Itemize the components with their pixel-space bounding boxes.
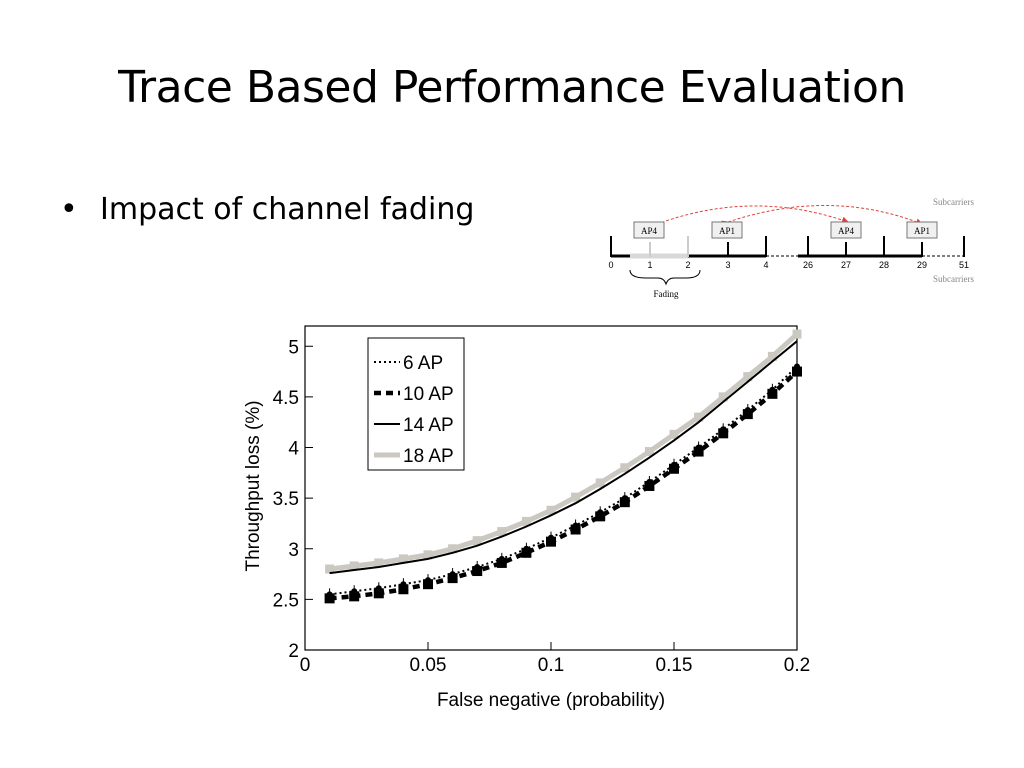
data-point-10-ap: [472, 566, 483, 577]
data-point-18-ap: [767, 351, 777, 361]
band-tick-label: 2: [685, 260, 690, 270]
y-tick-label: 4.5: [273, 388, 299, 409]
fading-brace: [629, 269, 701, 286]
data-point-10-ap: [595, 511, 606, 522]
band-tick-label: 51: [959, 260, 969, 270]
y-tick-label: 3: [288, 540, 299, 561]
legend: 6 AP 10 AP 14 AP 18 AP: [367, 337, 465, 471]
x-tick-label: 0.15: [656, 655, 693, 676]
data-point-18-ap: [398, 554, 408, 564]
data-point-18-ap: [718, 392, 728, 402]
ap-box: [830, 221, 862, 239]
data-point-18-ap: [497, 527, 507, 537]
subcarrier-diagram: Subcarriers AP4 AP1 AP4 AP1 0 1 2 3 4 26…: [608, 197, 974, 299]
throughput-loss-chart: 2 2.5 3 3.5 4 4.5 5 0 0.05 0.1 0.15 0.2 Throughput …: [243, 325, 810, 711]
fading-label: Fading: [653, 289, 679, 299]
data-point-18-ap: [448, 544, 458, 554]
band-tick-label: 1: [647, 260, 652, 270]
data-point-18-ap: [423, 550, 433, 560]
x-tick-label: 0.1: [538, 655, 564, 676]
y-tick-label: 4: [288, 439, 299, 460]
band-tick-label: 28: [879, 260, 889, 270]
data-point-18-ap: [620, 463, 630, 473]
band-tick-label: 27: [841, 260, 851, 270]
legend-label-6-ap: 6 AP: [403, 353, 443, 374]
data-point-10-ap: [669, 463, 679, 474]
ap-box-label: AP1: [719, 226, 735, 236]
subcarriers-bottom-label: Subcarriers: [933, 274, 974, 284]
subcarriers-top-label: Subcarriers: [933, 197, 974, 207]
x-tick-label: 0.2: [784, 655, 810, 676]
data-point-10-ap: [496, 557, 507, 568]
data-point-18-ap: [349, 561, 359, 571]
bullet-item: • Impact of channel fading: [60, 192, 474, 227]
data-point-10-ap: [693, 446, 704, 457]
legend-box: [367, 337, 465, 471]
data-point-18-ap: [472, 536, 482, 546]
ap-box-label: AP4: [838, 226, 855, 236]
data-point-18-ap: [743, 372, 753, 382]
band-tick-label: 26: [803, 260, 813, 270]
band-tick-label: 4: [763, 260, 768, 270]
series-line-14-ap: [329, 340, 798, 575]
slide-title: Trace Based Performance Evaluation: [118, 62, 906, 113]
band-tick-label: 29: [917, 260, 927, 270]
y-tick-label: 3.5: [273, 489, 299, 510]
data-point-18-ap: [521, 516, 531, 526]
data-point-10-ap: [373, 588, 384, 599]
data-point-10-ap: [447, 573, 458, 584]
data-point-10-ap: [767, 388, 778, 399]
band-tick-label: 3: [725, 260, 730, 270]
data-point-18-ap: [792, 329, 802, 339]
band-ticks: [610, 236, 965, 257]
data-point-10-ap: [644, 480, 655, 491]
data-point-10-ap: [546, 536, 556, 547]
legend-label-14-ap: 14 AP: [403, 415, 454, 436]
data-point-10-ap: [792, 366, 802, 377]
ap-box: [906, 221, 938, 239]
data-point-10-ap: [570, 524, 581, 535]
ap-box-label: AP4: [641, 226, 658, 236]
data-point-10-ap: [619, 497, 630, 508]
data-point-18-ap: [325, 564, 335, 574]
ap-box: [633, 221, 665, 239]
data-point-10-ap: [718, 428, 729, 439]
y-axis-label: Throughput loss (%): [243, 400, 264, 571]
x-tick-label: 0.05: [410, 655, 447, 676]
ap-box: [711, 221, 743, 239]
data-point-10-ap: [349, 591, 360, 602]
bullet-marker: •: [60, 192, 78, 227]
x-axis-label: False negative (probability): [437, 690, 665, 711]
bullet-text: Impact of channel fading: [100, 192, 475, 227]
ap-box-label: AP1: [914, 226, 930, 236]
data-point-10-ap: [521, 547, 532, 558]
legend-label-18-ap: 18 AP: [403, 446, 454, 467]
y-tick-label: 2: [288, 641, 299, 662]
data-point-10-ap: [423, 579, 433, 590]
interference-arrow-ap4: [645, 205, 849, 232]
data-point-18-ap: [669, 429, 679, 439]
data-point-18-ap: [694, 412, 704, 422]
interference-arrow-ap1: [721, 205, 923, 228]
data-point-18-ap: [546, 505, 556, 515]
x-tick-label: 0: [300, 655, 311, 676]
data-point-10-ap: [398, 584, 409, 595]
data-point-18-ap: [571, 492, 581, 502]
y-tick-label: 5: [288, 337, 299, 358]
band-tick-label: 0: [608, 260, 613, 270]
data-point-10-ap: [324, 593, 335, 604]
data-point-18-ap: [374, 558, 384, 568]
y-tick-label: 2.5: [273, 590, 299, 611]
data-point-18-ap: [644, 447, 654, 457]
data-point-18-ap: [595, 478, 605, 488]
legend-label-10-ap: 10 AP: [403, 384, 454, 405]
data-point-10-ap: [742, 409, 753, 420]
